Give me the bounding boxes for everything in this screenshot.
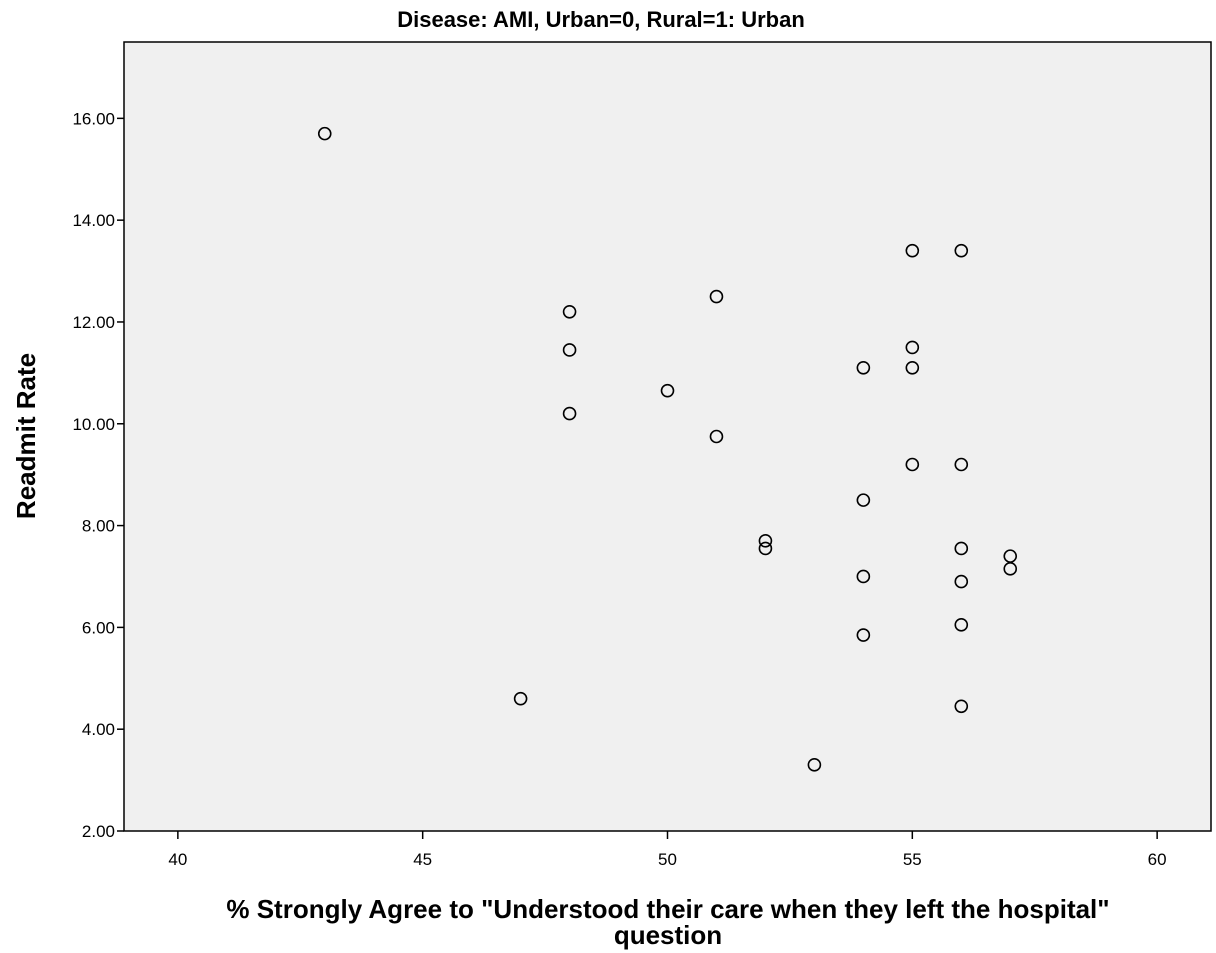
data-point	[954, 618, 969, 632]
data-point	[758, 534, 773, 548]
data-point	[513, 691, 528, 706]
data-point	[562, 406, 577, 421]
y-tick-label: 2.00	[82, 822, 115, 841]
x-tick-label: 60	[1148, 850, 1167, 869]
data-point	[709, 429, 724, 444]
chart-title: Disease: AMI, Urban=0, Rural=1: Urban	[397, 7, 805, 32]
x-axis-label-line-1: % Strongly Agree to "Understood their ca…	[226, 894, 1109, 924]
data-points	[317, 126, 1018, 772]
data-point	[807, 758, 822, 772]
y-tick-label: 14.00	[72, 211, 115, 230]
data-point	[954, 457, 969, 472]
x-tick-label: 55	[903, 850, 922, 869]
data-point	[856, 628, 871, 642]
data-point	[856, 493, 871, 507]
x-tick-label: 50	[658, 850, 677, 869]
y-tick-label: 12.00	[72, 313, 115, 332]
data-point	[954, 541, 969, 556]
y-axis: 2.00 4.00 6.00 8.00 10.00 12.00 14.00 16.00	[72, 109, 124, 841]
y-tick-label: 4.00	[82, 720, 115, 739]
x-tick-label: 45	[413, 850, 432, 869]
data-point	[856, 360, 871, 375]
data-point	[758, 541, 773, 556]
data-point	[709, 289, 724, 304]
y-tick-label: 6.00	[82, 618, 115, 637]
data-point	[562, 304, 577, 319]
data-point	[562, 343, 577, 357]
data-point	[905, 243, 920, 258]
data-point	[905, 457, 920, 472]
data-point	[954, 699, 969, 714]
plot-area	[123, 41, 1212, 832]
data-point	[954, 243, 969, 258]
data-point	[856, 569, 871, 584]
x-tick-label: 40	[168, 850, 187, 869]
x-axis: 40 45 50 55 60	[168, 831, 1167, 869]
y-tick-label: 16.00	[72, 109, 115, 128]
data-point	[1003, 562, 1018, 576]
data-point	[905, 360, 920, 375]
y-tick-label: 10.00	[72, 415, 115, 434]
data-point	[660, 383, 675, 398]
data-point	[905, 340, 920, 355]
x-axis-label-line-2: question	[614, 920, 722, 950]
y-axis-label: Readmit Rate	[11, 353, 41, 519]
y-tick-label: 8.00	[82, 517, 115, 536]
data-point	[954, 574, 969, 589]
data-point	[317, 126, 332, 141]
